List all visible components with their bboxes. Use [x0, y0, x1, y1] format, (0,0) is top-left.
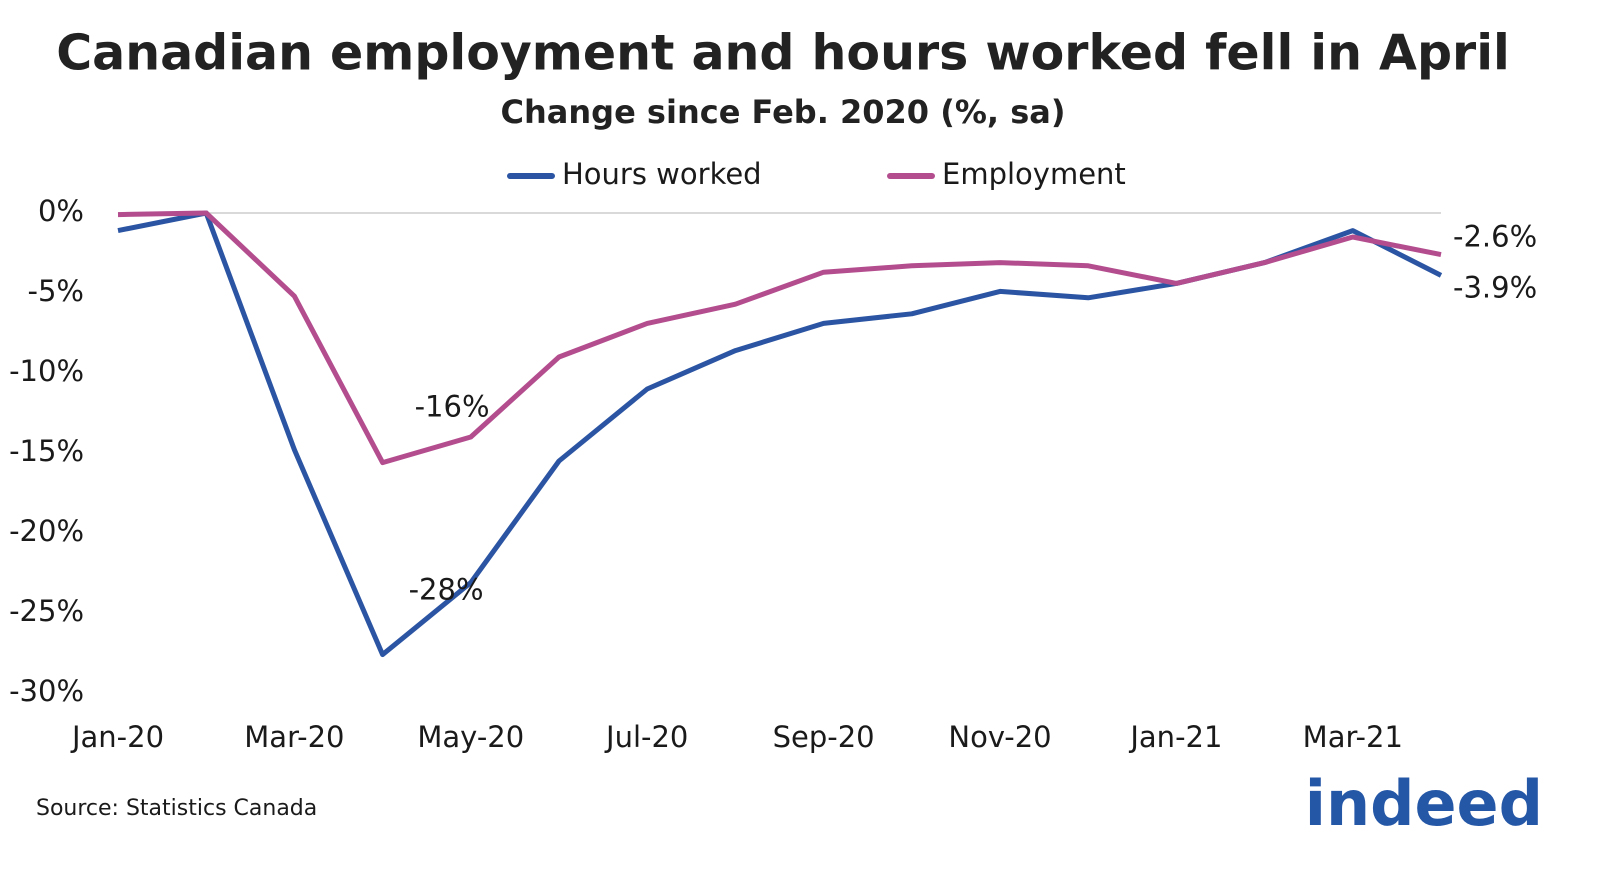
value-label: -2.6% — [1453, 220, 1537, 254]
x-tick-label: Mar-21 — [1303, 720, 1403, 754]
logo: indeed — [1305, 767, 1543, 840]
y-tick-label: -30% — [9, 674, 84, 708]
x-tick-label: Sep-20 — [773, 720, 875, 754]
x-tick-label: Jan-20 — [70, 720, 164, 754]
y-tick-label: -15% — [9, 434, 84, 468]
value-label: -16% — [415, 390, 490, 424]
x-tick-label: Nov-20 — [948, 720, 1051, 754]
x-tick-label: Jul-20 — [604, 720, 688, 754]
source: Source: Statistics Canada — [36, 796, 317, 821]
y-tick-label: -20% — [9, 514, 84, 548]
legend-label: Hours worked — [562, 157, 762, 191]
chart-title: Canadian employment and hours worked fel… — [56, 25, 1510, 82]
y-tick-label: -10% — [9, 354, 84, 388]
y-tick-label: -5% — [28, 274, 84, 308]
legend-label: Employment — [942, 157, 1126, 191]
series-line — [117, 210, 1443, 658]
x-tick-label: Jan-21 — [1128, 720, 1222, 754]
value-label: -3.9% — [1453, 270, 1537, 304]
y-tick-label: -25% — [9, 594, 84, 628]
chart-subtitle: Change since Feb. 2020 (%, sa) — [501, 93, 1066, 131]
series-line — [117, 210, 1442, 466]
x-tick-label: Mar-20 — [244, 720, 344, 754]
x-tick-label: May-20 — [417, 720, 524, 754]
y-tick-label: 0% — [38, 194, 84, 228]
value-label: -28% — [409, 573, 484, 607]
